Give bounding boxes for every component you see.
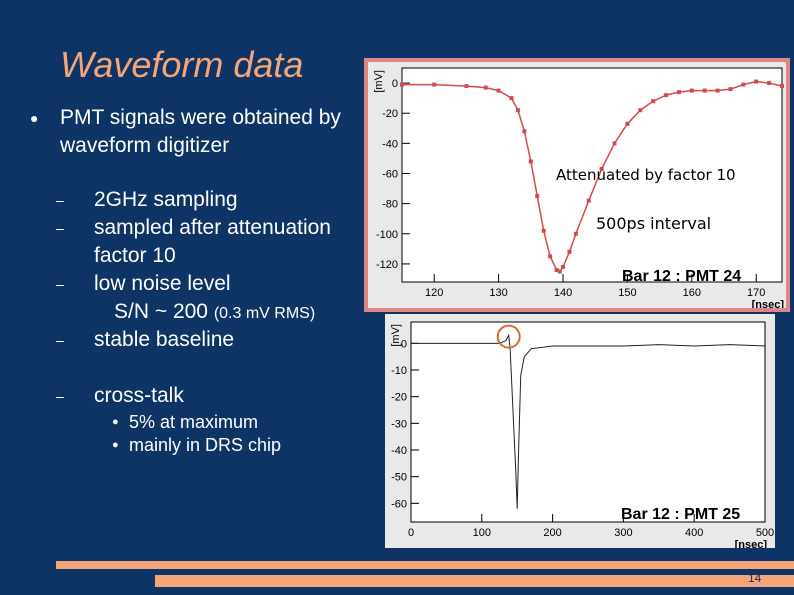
- y-tick-label: -40: [382, 138, 398, 150]
- data-point: [548, 254, 553, 259]
- data-point: [528, 159, 533, 164]
- highlight-circle: [496, 324, 521, 349]
- y-tick-label: -20: [391, 392, 407, 404]
- waveform-plot-pmt25: 0 -10 -20 -30 -40 -50 -60 0 100 200 300 400 500 [mV] […: [385, 314, 775, 548]
- data-point: [535, 194, 540, 199]
- data-point: [599, 166, 604, 171]
- waveform-plot-pmt24: 0 -20 -40 -60 -80 -100 -120 120 130 140 150 160 170[…: [364, 58, 790, 312]
- data-point: [702, 88, 707, 93]
- dash-icon: –: [56, 276, 64, 292]
- dash-icon: –: [56, 388, 64, 404]
- data-point: [651, 99, 656, 104]
- subitem-text: 2GHz sampling: [94, 188, 238, 211]
- page-number: 14: [748, 571, 762, 585]
- y-tick-label: -50: [391, 472, 407, 484]
- footer-line: [56, 561, 794, 569]
- y-tick-label: -30: [391, 418, 407, 430]
- x-tick-label: 170: [747, 287, 765, 299]
- data-point: [741, 82, 746, 87]
- data-point: [625, 121, 630, 126]
- data-point: [728, 87, 733, 92]
- data-point: [767, 81, 772, 86]
- x-tick-label: 140: [554, 287, 572, 299]
- annotation-attenuation: Attenuated by factor 10: [556, 166, 736, 184]
- data-point: [676, 90, 681, 95]
- footer-bar: [155, 575, 794, 587]
- sn-text: S/N ~ 200: [114, 300, 208, 323]
- dash-icon: –: [56, 192, 64, 208]
- data-point: [715, 88, 720, 93]
- crosstalk-item-text: 5% at maximum: [129, 412, 259, 432]
- data-point: [664, 93, 669, 98]
- y-tick-label: -20: [382, 108, 398, 120]
- data-point: [541, 228, 546, 233]
- x-tick-label: 200: [543, 527, 561, 539]
- data-point: [554, 267, 559, 272]
- main-bullet-text: PMT signals were obtained by waveform di…: [60, 106, 341, 157]
- bullet-dot-icon: ●: [112, 416, 119, 428]
- y-tick-label: -60: [391, 498, 407, 510]
- subitem-text: cross-talk: [94, 384, 184, 407]
- data-point: [612, 141, 617, 146]
- data-point: [561, 264, 566, 269]
- y-axis-label: [mV]: [390, 324, 402, 347]
- data-point: [496, 88, 501, 93]
- annotation-bar-label: Bar 12 : PMT 25: [621, 506, 741, 523]
- waveform-line: [411, 333, 766, 509]
- y-axis-label: [mV]: [373, 70, 385, 93]
- x-tick-label: 500: [756, 527, 774, 539]
- x-tick-label: 0: [408, 527, 414, 539]
- plot-frame: [410, 321, 766, 523]
- annotation-interval: 500ps interval: [596, 214, 712, 233]
- x-tick-label: 400: [685, 527, 703, 539]
- x-tick-label: 160: [683, 287, 701, 299]
- data-point: [400, 82, 404, 87]
- data-point: [689, 88, 694, 93]
- data-point: [509, 96, 514, 101]
- annotation-bar-label: Bar 12 : PMT 24: [622, 268, 742, 285]
- data-point: [754, 79, 759, 84]
- x-axis-label: [nsec]: [735, 539, 768, 548]
- y-tick-label: -60: [382, 168, 398, 180]
- bullet-dot-icon: ●: [112, 439, 119, 451]
- dash-icon: –: [56, 220, 64, 236]
- data-point: [557, 269, 562, 274]
- data-point: [573, 231, 578, 236]
- plot-frame: [401, 67, 783, 283]
- rms-text: (0.3 mV RMS): [213, 305, 316, 322]
- data-point: [586, 198, 591, 203]
- subitem-text: stable baseline: [94, 328, 235, 351]
- data-point: [522, 129, 527, 134]
- data-point: [464, 84, 469, 89]
- crosstalk-item-text: mainly in DRS chip: [129, 435, 282, 455]
- data-point: [780, 84, 784, 89]
- y-tick-label: -120: [376, 259, 398, 271]
- subitem-text: sampled after attenuation: [94, 216, 331, 239]
- subitem-text: factor 10: [94, 244, 176, 267]
- data-point: [638, 108, 643, 113]
- bullet-dot-icon: ●: [30, 110, 39, 126]
- y-tick-label: -40: [391, 445, 407, 457]
- data-point: [515, 108, 520, 113]
- y-tick-label: -80: [382, 199, 398, 211]
- data-point: [567, 249, 572, 254]
- slide-title: Waveform data: [60, 44, 304, 85]
- dash-icon: –: [56, 332, 64, 348]
- y-tick-label: 0: [392, 78, 398, 90]
- x-tick-label: 130: [489, 287, 507, 299]
- y-tick-label: 0: [401, 338, 407, 350]
- data-point: [432, 82, 437, 87]
- x-tick-label: 120: [425, 287, 443, 299]
- x-axis-label: [nsec]: [752, 299, 785, 308]
- y-tick-label: -10: [391, 365, 407, 377]
- waveform-chart-pmt25: 0 -10 -20 -30 -40 -50 -60 0 100 200 300 400 500 [mV] […: [390, 321, 774, 548]
- y-tick-label: -100: [376, 229, 398, 241]
- x-tick-label: 100: [473, 527, 491, 539]
- data-point: [483, 85, 488, 90]
- x-tick-label: 300: [614, 527, 632, 539]
- x-tick-label: 150: [618, 287, 636, 299]
- subitem-text: low noise level: [94, 272, 231, 295]
